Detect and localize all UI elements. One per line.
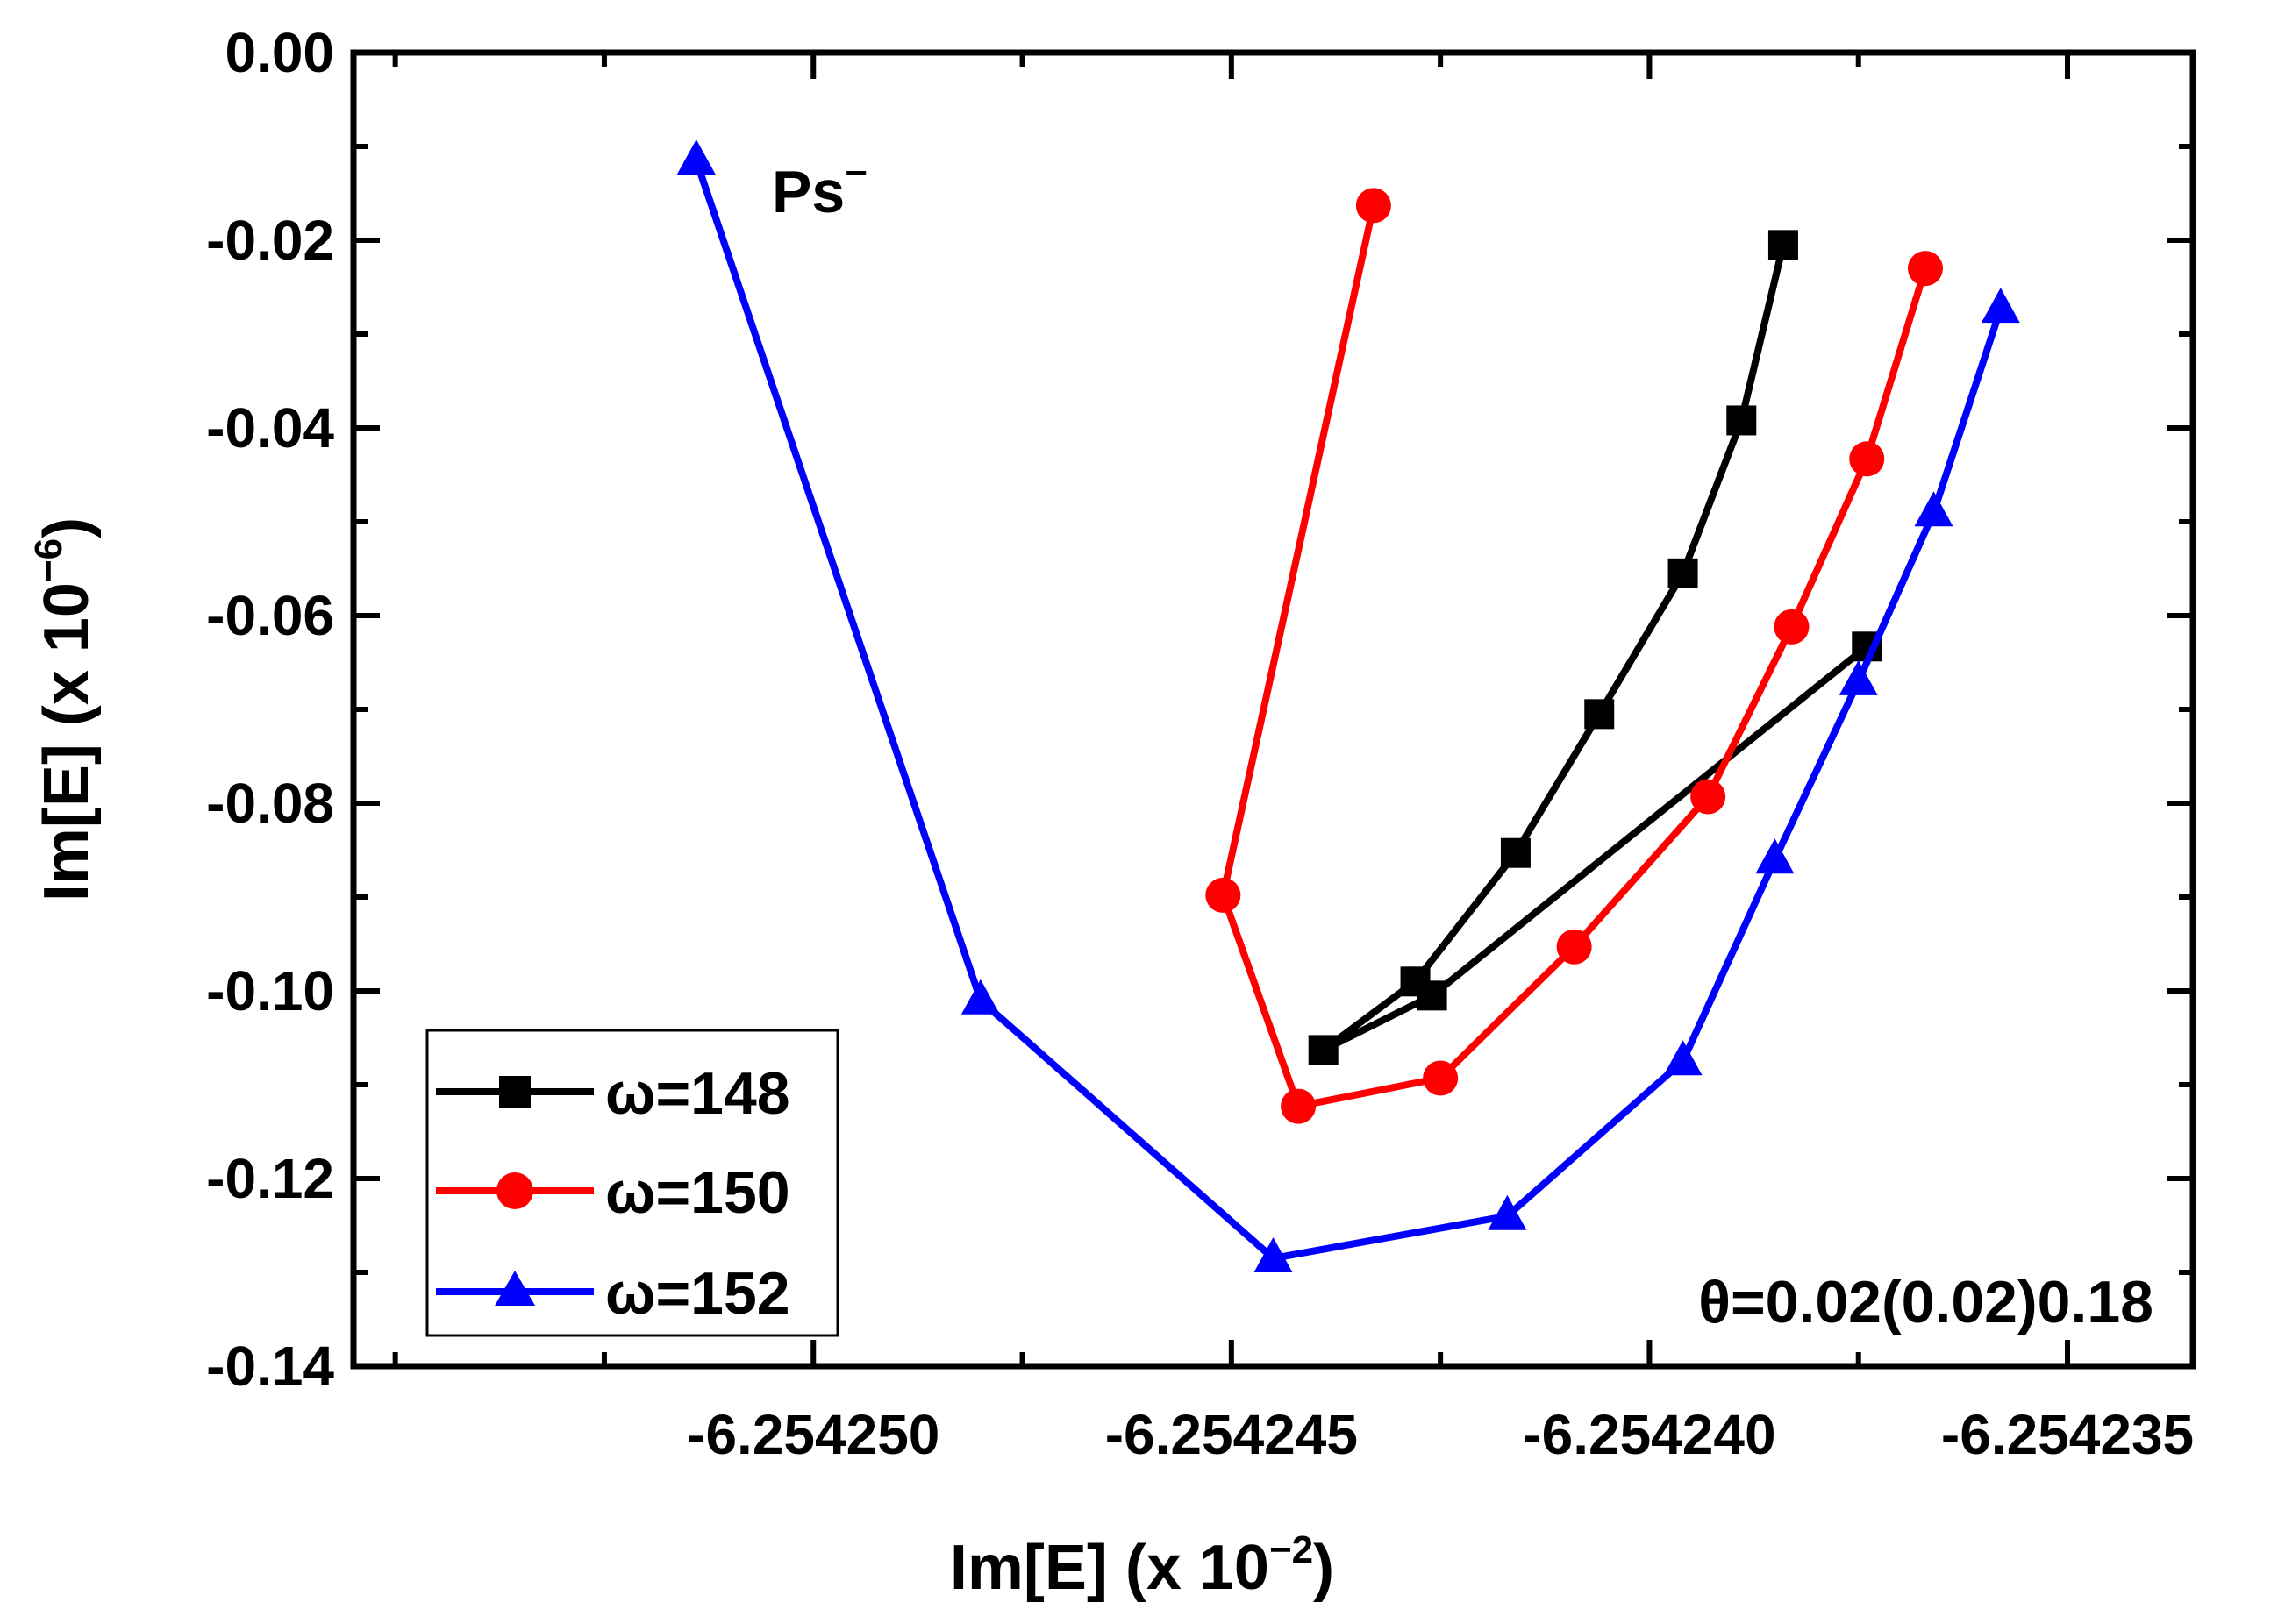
y-tick-label: -0.12	[206, 1147, 334, 1210]
data-point-circle	[1556, 929, 1592, 965]
x-tick-label: -6.254240	[1523, 1403, 1775, 1466]
data-point-circle	[1690, 779, 1726, 815]
series-2	[676, 139, 2020, 1272]
data-point-triangle	[960, 979, 1000, 1015]
data-point-square	[1417, 980, 1447, 1011]
series-1	[1205, 188, 1943, 1124]
legend-marker-square	[499, 1076, 531, 1108]
y-tick-label: -0.10	[206, 959, 334, 1022]
legend-marker-triangle	[495, 1271, 535, 1306]
data-point-square	[1584, 699, 1615, 730]
species-annotation: Ps−	[772, 152, 868, 225]
legend-entry-omega-152: ω=152	[436, 1260, 790, 1327]
x-tick-label: -6.254245	[1105, 1403, 1358, 1466]
legend-label-148: ω=148	[605, 1060, 790, 1127]
data-point-triangle	[1253, 1236, 1293, 1272]
legend-entry-omega-148: ω=148	[436, 1060, 790, 1127]
data-point-square	[1767, 230, 1798, 260]
legend-marker-circle	[496, 1172, 533, 1209]
legend-box	[425, 1029, 839, 1337]
data-point-circle	[1281, 1088, 1317, 1124]
data-point-triangle	[1755, 838, 1795, 874]
data-point-square	[1500, 837, 1531, 868]
series-line	[1219, 204, 1929, 1110]
axis-tick-labels: 0.00 -0.02 -0.04 -0.06 -0.08 -0.10 -0.12 -0.14 -…	[206, 21, 2194, 1466]
series-0	[1308, 230, 1882, 1065]
legend: ω=148 ω=150 ω=152	[425, 1029, 839, 1337]
y-tick-label: -0.02	[206, 209, 334, 272]
x-tick-label: -6.254235	[1941, 1403, 2194, 1466]
x-axis-label: Im[E] (x 10−2)	[950, 1528, 1334, 1603]
axis-ticks	[353, 50, 2193, 1369]
y-tick-label: -0.04	[206, 396, 334, 459]
data-point-triangle	[1488, 1194, 1527, 1230]
data-point-triangle	[1663, 1040, 1703, 1076]
series-layer	[676, 139, 2020, 1272]
legend-entry-omega-150: ω=150	[436, 1159, 790, 1226]
data-point-triangle	[1914, 491, 1953, 527]
data-point-circle	[1907, 251, 1943, 287]
data-point-circle	[1355, 188, 1391, 224]
y-tick-label: -0.08	[206, 772, 334, 835]
data-point-triangle	[1839, 659, 1878, 695]
y-tick-label: -0.06	[206, 584, 334, 647]
legend-label-152: ω=152	[605, 1260, 790, 1327]
y-tick-label: 0.00	[225, 21, 334, 84]
data-point-circle	[1423, 1060, 1459, 1096]
y-tick-label: -0.14	[206, 1335, 334, 1398]
data-point-circle	[1774, 609, 1810, 645]
x-tick-label: -6.254250	[687, 1403, 939, 1466]
data-point-triangle	[676, 139, 716, 175]
data-point-triangle	[1981, 288, 2020, 324]
legend-label-150: ω=150	[605, 1159, 790, 1226]
data-point-circle	[1849, 441, 1885, 477]
data-point-circle	[1205, 877, 1241, 913]
theta-annotation: θ=0.02(0.02)0.18	[1698, 1269, 2153, 1336]
data-point-square	[1308, 1035, 1339, 1065]
data-point-square	[1726, 405, 1757, 436]
y-axis-label: Im[E] (x 10−6)	[27, 517, 102, 901]
data-point-square	[1667, 558, 1698, 588]
